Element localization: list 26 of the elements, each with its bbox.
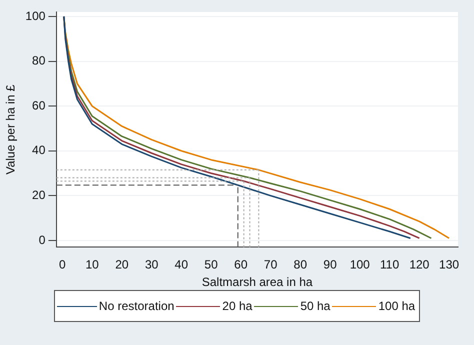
y-tick-label: 60 [32, 98, 46, 112]
x-axis-title: Saltmarsh area in ha [202, 275, 313, 290]
y-tick-label: 0 [38, 232, 46, 247]
y-tick-label: 80 [32, 54, 46, 68]
x-tick-label: 10 [85, 258, 100, 272]
x-tick-label: 120 [409, 258, 430, 272]
x-tick-label: 70 [264, 258, 278, 272]
x-tick-label: 50 [204, 258, 218, 272]
x-tick-label: 130 [439, 258, 460, 272]
x-tick-label: 30 [144, 258, 159, 272]
x-tick-label: 0 [59, 258, 66, 272]
x-tick-label: 60 [234, 258, 248, 272]
legend-label: 100 ha [378, 299, 416, 313]
legend-label: 20 ha [222, 299, 252, 313]
x-tick-label: 100 [350, 258, 370, 272]
x-tick-label: 20 [115, 258, 129, 272]
y-tick-label: 40 [32, 143, 46, 158]
x-tick-label: 90 [323, 258, 338, 272]
x-tick-label: 40 [174, 258, 188, 272]
x-tick-label: 110 [380, 258, 400, 272]
legend-label: 50 ha [300, 299, 330, 313]
y-axis-title: Value per ha in £ [4, 84, 18, 175]
y-tick-label: 20 [32, 188, 46, 202]
x-tick-label: 80 [294, 258, 308, 272]
legend-label: No restoration [98, 299, 174, 313]
y-tick-label: 100 [25, 8, 46, 23]
